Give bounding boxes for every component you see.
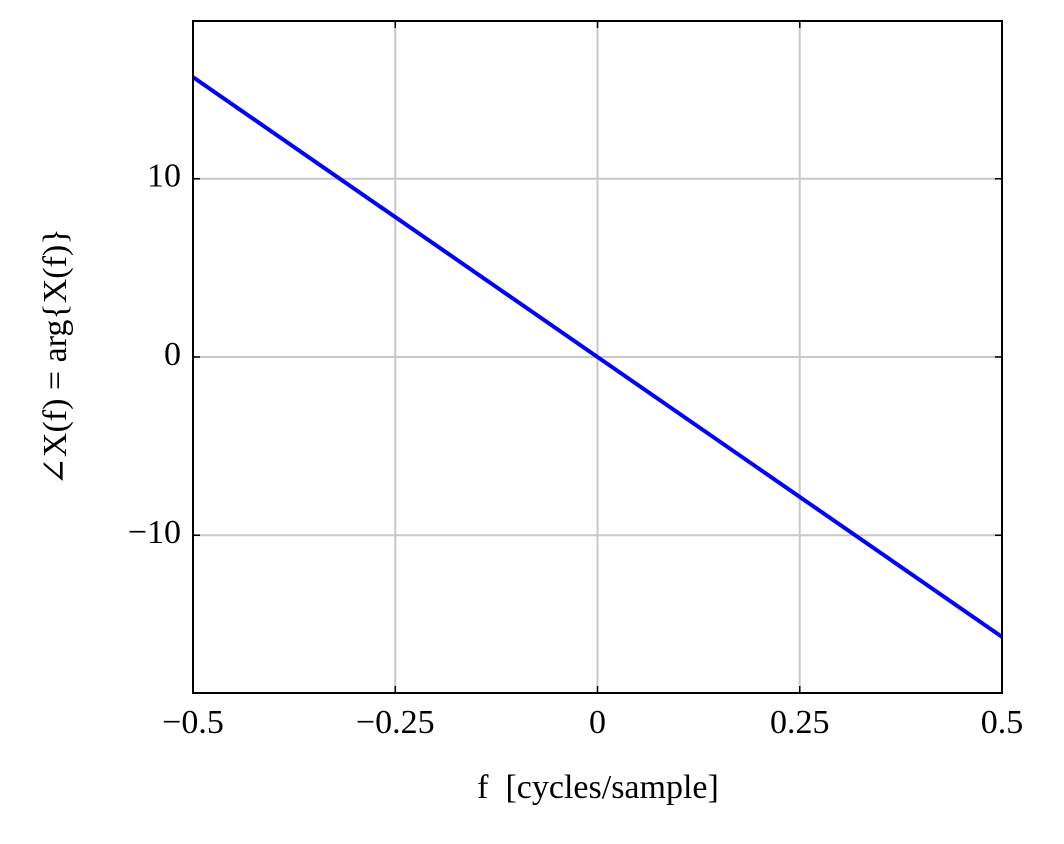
x-tick-label: 0.5 [981,704,1024,741]
data-line [191,75,1004,639]
y-axis-label: ∠X(f) = arg{X(f)} [37,228,74,485]
x-tick-label: −0.5 [162,704,224,741]
y-tick-label: 0 [164,336,181,373]
x-tick-label: 0 [589,704,606,741]
y-tick-label: −10 [128,514,181,551]
x-tick-label: 0.25 [770,704,830,741]
y-tick-label: 10 [147,158,181,195]
plot-frame [192,20,1003,694]
x-tick-label: −0.25 [356,704,435,741]
x-axis-label: f [cycles/sample] [477,769,719,806]
